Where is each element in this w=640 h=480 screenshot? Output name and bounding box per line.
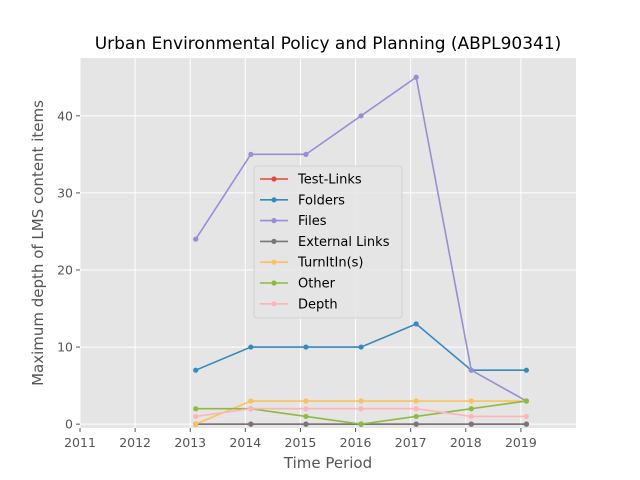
legend-label: Folders <box>298 193 345 208</box>
data-point <box>358 113 364 119</box>
y-tick-label: 10 <box>57 340 73 355</box>
legend-label: TurnItIn(s) <box>297 256 363 271</box>
x-tick-label: 2017 <box>395 435 427 450</box>
data-point <box>468 406 474 412</box>
x-axis-ticks: 2011 2012 2013 2014 2015 2016 2017 2018 2019 <box>64 428 537 450</box>
legend-swatch-marker <box>271 238 277 244</box>
legend-item: Files <box>260 214 327 229</box>
data-point <box>193 236 199 242</box>
legend-label: Test-Links <box>297 173 362 188</box>
y-tick-label: 20 <box>57 262 73 277</box>
legend-swatch-marker <box>271 259 277 265</box>
data-point <box>193 421 199 427</box>
legend-box <box>253 165 403 319</box>
data-point <box>193 367 199 373</box>
data-point <box>358 421 364 427</box>
legend-label: Files <box>298 214 327 229</box>
chart-title: Urban Environmental Policy and Planning … <box>95 34 562 54</box>
legend-item: TurnItIn(s) <box>260 256 363 271</box>
x-tick-label: 2013 <box>174 435 206 450</box>
data-point <box>303 151 309 157</box>
legend-swatch-marker <box>271 301 277 307</box>
series-layer <box>193 74 530 427</box>
data-point <box>523 398 530 404</box>
x-tick-label: 2015 <box>285 435 317 450</box>
legend-item: External Links <box>260 235 390 250</box>
legend-label: Other <box>298 277 336 292</box>
legend-label: Depth <box>298 297 338 312</box>
data-point <box>358 398 364 404</box>
data-point <box>193 413 199 420</box>
data-point <box>248 421 254 427</box>
data-point <box>413 413 419 420</box>
data-point <box>468 367 474 373</box>
data-point <box>303 421 309 427</box>
series-2 <box>193 74 530 404</box>
data-point <box>248 151 254 157</box>
x-axis-label: Time Period <box>283 454 372 472</box>
legend-item: Depth <box>260 297 338 312</box>
data-point <box>193 406 199 412</box>
data-point <box>303 413 309 420</box>
data-point <box>523 421 530 427</box>
x-tick-label: 2018 <box>450 435 482 450</box>
legend-swatch-marker <box>271 280 277 286</box>
data-point <box>303 398 309 404</box>
x-tick-label: 2012 <box>119 435 151 450</box>
data-point <box>468 413 474 420</box>
data-point <box>413 321 419 327</box>
legend-item: Folders <box>260 193 345 208</box>
legend: Test-Links Folders Files External Links Turn… <box>253 165 403 319</box>
data-point <box>248 398 254 404</box>
data-point <box>303 406 309 412</box>
y-axis-ticks: 0 10 20 30 40 <box>57 108 80 432</box>
x-tick-label: 2011 <box>64 435 96 450</box>
data-point <box>358 344 364 350</box>
data-point <box>248 406 254 412</box>
data-point <box>413 74 419 80</box>
data-point <box>468 398 474 404</box>
data-point <box>303 344 309 350</box>
x-tick-label: 2014 <box>229 435 261 450</box>
series-6 <box>193 406 530 420</box>
x-tick-label: 2016 <box>340 435 372 450</box>
y-tick-label: 40 <box>57 108 73 123</box>
legend-item: Other <box>260 277 336 292</box>
data-point <box>523 367 530 373</box>
data-point <box>468 421 474 427</box>
y-tick-label: 30 <box>57 185 73 200</box>
y-tick-label: 0 <box>65 417 73 432</box>
legend-swatch-marker <box>271 176 277 182</box>
legend-item: Test-Links <box>260 173 362 188</box>
data-point <box>358 406 364 412</box>
data-point <box>413 398 419 404</box>
legend-swatch-marker <box>271 218 277 224</box>
x-tick-label: 2019 <box>505 435 537 450</box>
data-point <box>413 406 419 412</box>
legend-label: External Links <box>298 235 390 250</box>
y-axis-label: Maximum depth of LMS content items <box>29 100 47 386</box>
legend-swatch-marker <box>271 197 277 203</box>
data-point <box>413 421 419 427</box>
data-point <box>523 413 530 420</box>
data-point <box>248 344 254 350</box>
